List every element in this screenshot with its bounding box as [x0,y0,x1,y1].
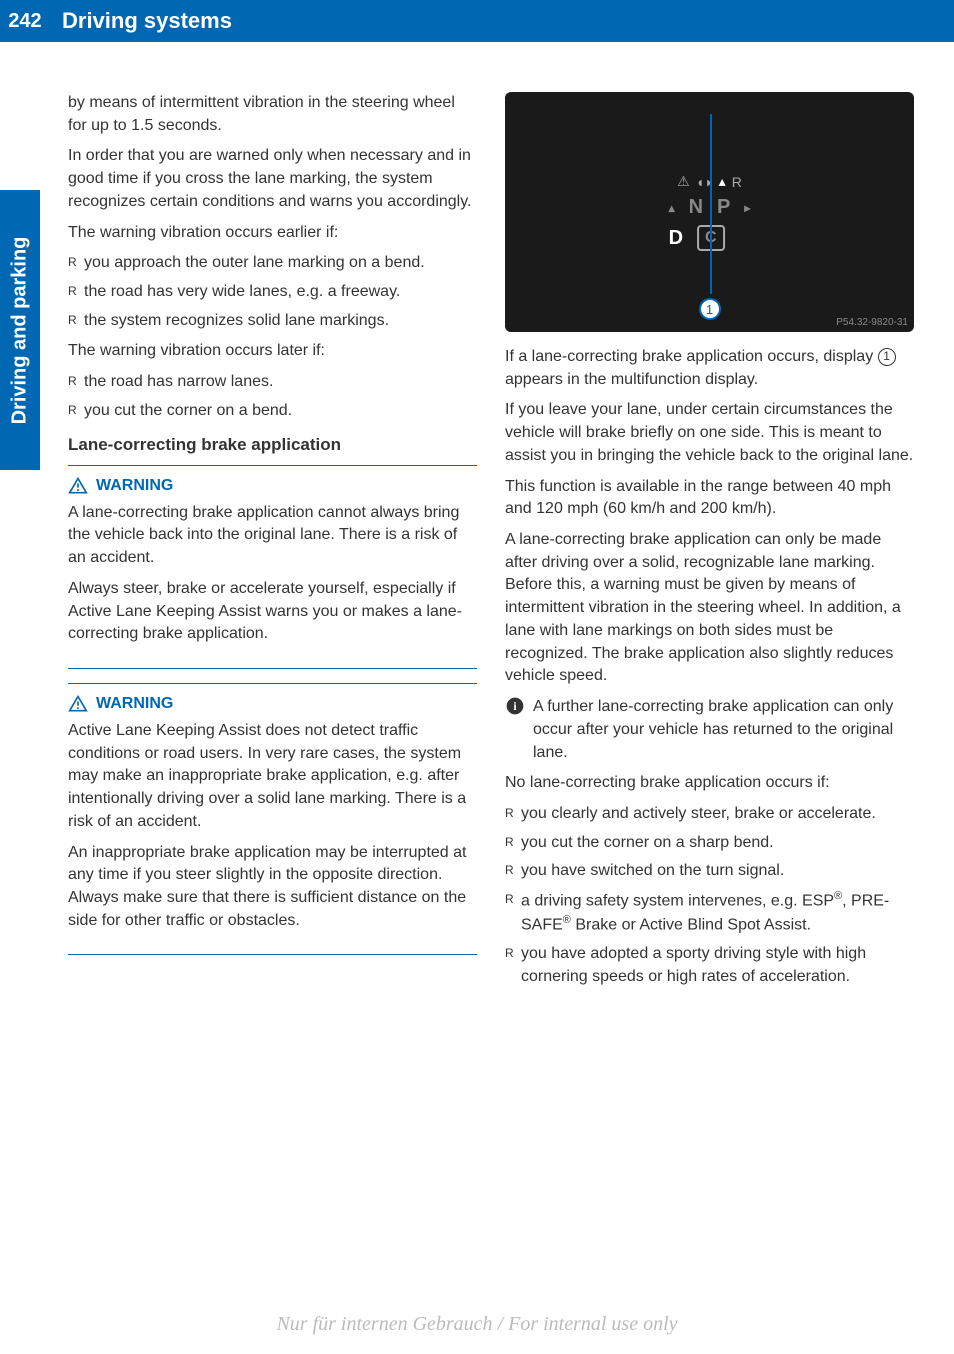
warning-heading: WARNING [68,476,477,496]
warning-block: WARNING Active Lane Keeping Assist does … [68,683,477,955]
content: by means of intermittent vibration in th… [0,42,954,1017]
warning-block: WARNING A lane-correcting brake applicat… [68,465,477,669]
para: Active Lane Keeping Assist does not dete… [68,720,477,834]
para: No lane-correcting brake application occ… [505,772,914,795]
list: you clearly and actively steer, brake or… [505,803,914,989]
dashboard-image: ⚠◖◗▴R ▴ N P ▸ D C 1 P54.32-9820-31 [505,92,914,332]
list-item: you have switched on the turn signal. [505,860,914,883]
list-item: you approach the outer lane marking on a… [68,252,477,275]
warning-heading: WARNING [68,694,477,714]
list-item: the system recognizes solid lane marking… [68,310,477,333]
list-item: you have adopted a sporty driving style … [505,943,914,988]
list-item: the road has narrow lanes. [68,371,477,394]
para: by means of intermittent vibration in th… [68,92,477,137]
info-icon: i [505,696,525,716]
info-block: i A further lane-correcting brake applic… [505,696,914,764]
side-tab-label: Driving and parking [9,236,32,424]
subhead: Lane-correcting brake application [68,435,477,455]
gear-p: P [717,196,730,219]
para: This function is available in the range … [505,476,914,521]
gear-d: D [669,227,683,250]
para: In order that you are warned only when n… [68,145,477,213]
list-item: the road has very wide lanes, e.g. a fre… [68,281,477,304]
list-item: you cut the corner on a bend. [68,400,477,423]
right-column: ⚠◖◗▴R ▴ N P ▸ D C 1 P54.32-9820-31 If a … [505,92,914,997]
para: The warning vibration occurs earlier if: [68,222,477,245]
left-column: by means of intermittent vibration in th… [68,92,477,997]
list: the road has narrow lanes. you cut the c… [68,371,477,422]
callout-number: 1 [699,298,721,320]
para: The warning vibration occurs later if: [68,340,477,363]
page-number: 242 [0,0,50,42]
list: you approach the outer lane marking on a… [68,252,477,332]
para: If you leave your lane, under certain ci… [505,399,914,467]
watermark: Nur für internen Gebrauch / For internal… [0,1313,954,1336]
image-label: P54.32-9820-31 [836,317,908,328]
para: Always steer, brake or accelerate yourse… [68,578,477,646]
side-tab: Driving and parking [0,190,40,470]
list-item: you cut the corner on a sharp bend. [505,832,914,855]
para: If a lane-correcting brake application o… [505,346,914,391]
gear-n: N [689,196,703,219]
callout-ref: 1 [878,348,896,366]
info-text: A further lane-correcting brake applicat… [533,696,914,764]
para: An inappropriate brake application may b… [68,842,477,933]
warning-icon [68,694,88,714]
warning-icon [68,476,88,496]
warning-label: WARNING [96,695,173,713]
page-header: 242 Driving systems [0,0,954,42]
list-item: you clearly and actively steer, brake or… [505,803,914,826]
para: A lane-correcting brake application cann… [68,502,477,570]
list-item: a driving safety system intervenes, e.g.… [505,889,914,937]
warning-label: WARNING [96,477,173,495]
callout-line [710,114,712,294]
para: A lane-correcting brake application can … [505,529,914,688]
section-title: Driving systems [62,8,232,34]
